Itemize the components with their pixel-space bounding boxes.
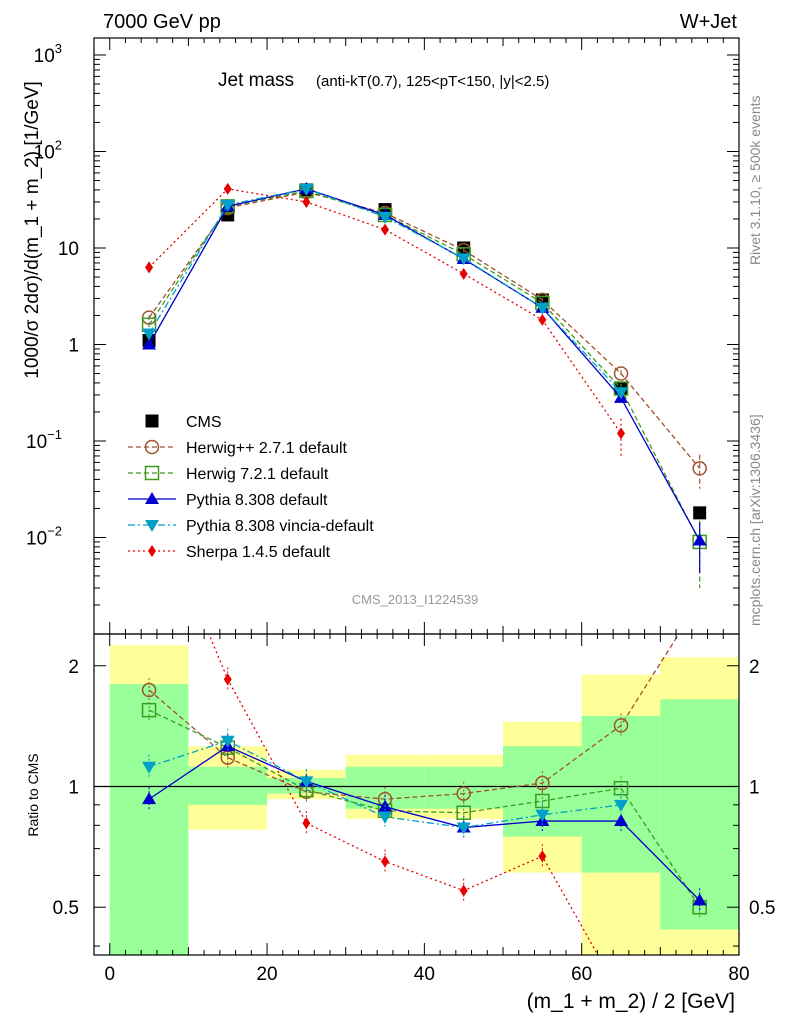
ratio-ytick-label-right-2: 0.5: [749, 898, 775, 919]
mcplots-label: mcplots.cern.ch [arXiv:1306.3436]: [747, 414, 763, 626]
ratio-series-3-point-0: [142, 761, 157, 774]
ratio-series-3-point-1: [220, 735, 235, 748]
legend-marker-4: [145, 520, 159, 532]
main-series-5-point-1: [223, 182, 232, 195]
main-ytick-label-2: 10: [58, 239, 79, 260]
main-ytick-label-1: 102: [34, 137, 62, 163]
main-series-0-point-7: [693, 506, 707, 520]
main-series-4-point-6: [614, 387, 629, 400]
ratio-band-green-0: [109, 684, 189, 955]
legend-label-5: Sherpa 1.4.5 default: [186, 544, 331, 561]
legend-marker-3: [145, 492, 159, 504]
main-series-4-point-1: [220, 199, 235, 212]
ratio-band-green-7: [660, 699, 739, 930]
ratio-uncertainty-bands: [94, 645, 739, 955]
ratio-ytick-label-0: 2: [68, 657, 79, 678]
xtick-label-0: 0: [104, 964, 115, 985]
legend-marker-5: [148, 545, 156, 557]
analysis-label: CMS_2013_I1224539: [352, 592, 479, 607]
main-series-1-point-6: [613, 366, 629, 381]
process-label: W+Jet: [680, 11, 738, 33]
ratio-series-1-point-4: [456, 805, 471, 820]
ratio-series-0-point-0: [141, 682, 157, 698]
ratio-series-0-point-6: [613, 718, 629, 733]
legend: CMS Herwig++ 2.7.1 default Herwig 7.2.1 de…: [128, 414, 374, 561]
main-ytick-label-4: 10−1: [26, 427, 62, 453]
main-ytick-label-3: 1: [68, 335, 79, 356]
ratio-frame: [93, 633, 740, 956]
main-series-2-line: [148, 190, 701, 543]
ratio-series-4-point-2: [302, 817, 311, 830]
xtick-label-2: 40: [414, 964, 435, 985]
main-series-4-point-3: [378, 211, 393, 224]
ratio-series-2-point-7: [692, 893, 707, 906]
main-series-1-line: [148, 191, 701, 469]
main-series-4-point-2: [299, 183, 314, 196]
plot-title-main: Jet mass: [218, 70, 294, 91]
main-ytick-label-0: 103: [34, 41, 62, 67]
ratio-series-3-point-5: [535, 809, 550, 822]
legend-label-2: Herwig 7.2.1 default: [186, 466, 329, 483]
ratio-ytick-label-right-0: 2: [749, 657, 760, 678]
legend-label-3: Pythia 8.308 default: [186, 492, 328, 509]
legend-marker-2: [144, 465, 160, 481]
main-series-5-point-3: [381, 223, 390, 236]
x-axis-label: (m_1 + m_2) / 2 [GeV]: [527, 990, 735, 1013]
main-series-group: [141, 181, 707, 588]
ratio-series-1-point-0: [141, 702, 157, 718]
main-series-3-point-0: [142, 337, 157, 350]
ratio-series-4-point-1: [223, 673, 232, 686]
ratio-series-2-line: [148, 745, 701, 901]
main-ylabel: 1000/σ 2dσ)/d(m_1 + m_2) [1/GeV]: [22, 81, 43, 379]
ratio-series-0-point-4: [456, 786, 471, 801]
xtick-label-1: 20: [256, 964, 277, 985]
ratio-ytick-label-1: 1: [68, 777, 79, 798]
main-series-1-point-7: [692, 461, 707, 476]
ratio-series-4-point-4: [459, 884, 468, 897]
ratio-series-4-point-3: [381, 855, 390, 868]
ratio-series-4-point-5: [538, 850, 547, 863]
main-series-5-point-5: [538, 313, 547, 326]
ratio-series-2-point-0: [142, 792, 157, 805]
main-series-4-point-5: [535, 302, 550, 315]
ratio-series-1-line: [148, 709, 701, 908]
legend-marker-0: [145, 414, 159, 428]
main-series-4-point-4: [456, 253, 471, 266]
ratio-series-3-point-4: [456, 822, 471, 835]
main-series-5-point-0: [145, 261, 154, 274]
main-series-5-point-2: [302, 195, 311, 208]
xtick-label-3: 60: [571, 964, 592, 985]
ratio-ylabel: Ratio to CMS: [25, 753, 41, 836]
ratio-series-0-point-7: [693, 595, 706, 608]
legend-marker-1: [144, 439, 160, 455]
ratio-series-group: [141, 595, 707, 955]
ratio-ytick-label-2: 0.5: [53, 898, 79, 919]
legend-label-0: CMS: [186, 414, 222, 431]
main-series-5-point-4: [459, 267, 468, 280]
rivet-label: Rivet 3.1.10, ≥ 500k events: [747, 95, 763, 265]
ratio-series-2-point-6: [614, 814, 629, 827]
ratio-series-3-point-2: [299, 776, 314, 789]
plot-title-sub: (anti-kT(0.7), 125<pT<150, |y|<2.5): [316, 73, 549, 90]
main-series-3-point-7: [692, 533, 707, 546]
main-series-3-line: [148, 188, 701, 541]
ratio-series-3-point-6: [614, 799, 629, 812]
energy-label: 7000 GeV pp: [103, 11, 221, 33]
ratio-ytick-label-right-1: 1: [749, 777, 760, 798]
main-series-4-point-0: [142, 328, 157, 341]
ratio-band-green-1: [188, 766, 268, 805]
legend-label-1: Herwig++ 2.7.1 default: [186, 440, 348, 457]
legend-label-4: Pythia 8.308 vincia-default: [186, 518, 374, 535]
main-ytick-label-5: 10−2: [26, 523, 62, 549]
ratio-series-3-point-3: [378, 811, 393, 824]
xtick-label-4: 80: [728, 964, 749, 985]
ratio-series-0-line: [148, 634, 680, 800]
main-series-5-point-6: [617, 427, 626, 440]
